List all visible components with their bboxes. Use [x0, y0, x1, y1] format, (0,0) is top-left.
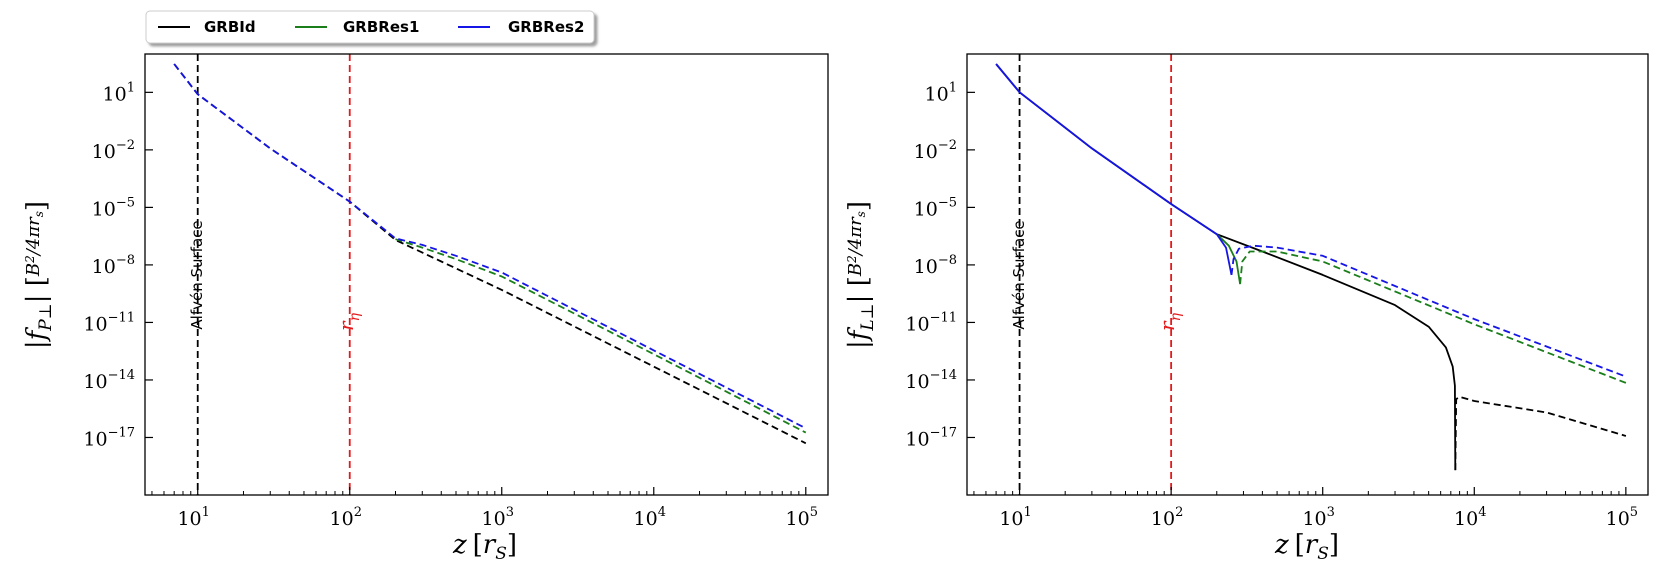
- x-axis-label: z [rS]: [1274, 530, 1339, 564]
- series-GRBId-segment-0: [173, 63, 807, 445]
- x-tick-label-3: 104: [634, 505, 666, 530]
- y-axis-label: |fP⊥| [B2/4πrs]: [22, 201, 56, 349]
- chart-fp-perp: 101 102 103 104 105 101 10−2 10−5 10−8 10−11 10−14…: [22, 53, 829, 564]
- y-axis-label: |fL⊥| [B2/4πrs]: [844, 201, 878, 349]
- series-layer: [995, 63, 1627, 471]
- series-GRBRes1-segment-0: [1216, 233, 1241, 285]
- x-tick-label-4: 105: [1606, 505, 1638, 530]
- series-GRBRes2-segment-1: [1230, 244, 1627, 378]
- y-tick-label-1: 10−2: [92, 138, 135, 163]
- x-tick-label-3: 104: [1454, 505, 1486, 530]
- axis-ticks: 101 102 103 104 105 101 10−2 10−5 10−8 10−11 10−14…: [905, 80, 1638, 530]
- y-tick-label-6: 10−17: [905, 425, 957, 450]
- x-tick-label-1: 102: [1151, 505, 1183, 530]
- series-GRBId-segment-1: [1454, 396, 1627, 471]
- y-tick-label-4: 10−11: [905, 310, 957, 335]
- y-tick-label-0: 101: [103, 80, 135, 105]
- series-GRBRes2-segment-0: [995, 63, 1233, 276]
- reference-lines: [196, 54, 351, 495]
- series-GRBId-segment-0: [995, 63, 1457, 471]
- x-axis-label: z [rS]: [452, 530, 517, 564]
- legend-label-2: GRBRes2: [508, 18, 584, 36]
- legend-item-0: GRBId: [158, 18, 256, 36]
- plot-frame: [966, 53, 1649, 496]
- series-GRBRes1-segment-1: [1239, 250, 1627, 384]
- legend-label-1: GRBRes1: [343, 18, 419, 36]
- series-layer: [173, 63, 807, 445]
- x-tick-label-0: 101: [177, 505, 209, 530]
- x-tick-label-0: 101: [999, 505, 1031, 530]
- legend-item-1: GRBRes1: [295, 18, 419, 36]
- y-tick-label-0: 101: [925, 80, 957, 105]
- y-tick-label-2: 10−5: [914, 195, 957, 220]
- legend-box: [145, 10, 595, 44]
- x-tick-label-2: 103: [1302, 505, 1334, 530]
- series-GRBRes1-segment-0: [395, 238, 807, 434]
- y-tick-label-2: 10−5: [92, 195, 135, 220]
- alfven-surface-label: Alfvén Surface: [188, 220, 206, 329]
- legend-item-2: GRBRes2: [458, 18, 584, 36]
- y-tick-label-4: 10−11: [83, 310, 135, 335]
- axis-ticks: 101 102 103 104 105 101 10−2 10−5 10−8 10−11 10−14…: [83, 80, 818, 530]
- x-tick-label-1: 102: [330, 505, 362, 530]
- y-tick-label-6: 10−17: [83, 425, 135, 450]
- y-tick-label-5: 10−14: [905, 368, 957, 393]
- r-eta-label: rη: [334, 312, 363, 331]
- y-tick-label-3: 10−8: [92, 253, 135, 278]
- plot-frame: [144, 53, 829, 496]
- legend: GRBId GRBRes1 GRBRes2: [145, 10, 595, 44]
- y-tick-label-1: 10−2: [914, 138, 957, 163]
- x-tick-label-2: 103: [482, 505, 514, 530]
- alfven-surface-label: Alfvén Surface: [1010, 220, 1028, 329]
- legend-label-0: GRBId: [204, 18, 256, 36]
- series-GRBRes2-segment-0: [173, 63, 807, 430]
- x-tick-label-4: 105: [786, 505, 818, 530]
- chart-fl-perp: 101 102 103 104 105 101 10−2 10−5 10−8 10−11 10−14…: [844, 53, 1649, 564]
- y-tick-label-3: 10−8: [914, 253, 957, 278]
- r-eta-label: rη: [1155, 312, 1184, 331]
- y-tick-label-5: 10−14: [83, 368, 135, 393]
- reference-lines: [1018, 54, 1173, 495]
